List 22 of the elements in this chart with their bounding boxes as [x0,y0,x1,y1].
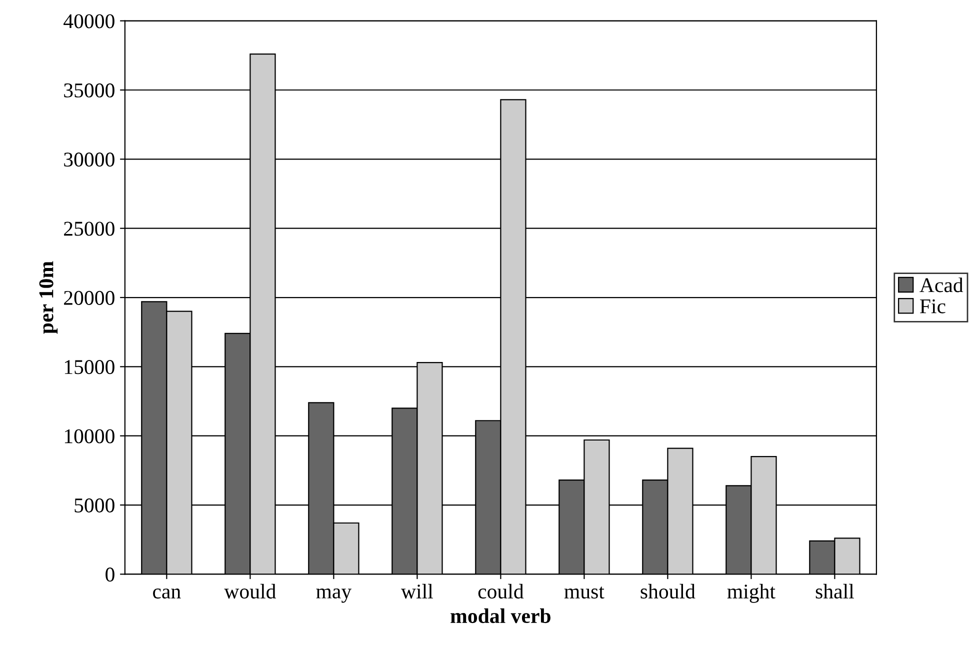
x-tick-label: might [727,584,776,603]
x-tick-label: should [640,584,696,599]
x-axis-title: modal verb [450,608,550,624]
y-tick-label: 5000 [74,498,114,512]
x-tick-label: would [224,584,276,599]
y-tick-label: 35000 [64,83,114,98]
y-tick-label: 15000 [64,360,114,374]
x-tick-label: will [401,584,433,599]
y-tick-label: 20000 [64,290,114,305]
y-tick-label: 40000 [64,14,114,28]
y-tick-label: 30000 [64,152,114,167]
x-tick-label: must [564,586,604,599]
x-tick-label: shall [816,584,854,599]
x-tick-label: may [316,588,352,603]
x-tick-label: could [478,584,524,599]
legend-label: Acad [920,278,964,292]
legend-label: Fic [920,299,946,314]
y-tick-label: 25000 [64,222,114,236]
x-tick-label: can [153,588,181,599]
y-axis-title: per 10m [39,261,58,334]
y-tick-label: 10000 [64,429,114,444]
y-tick-label: 0 [106,568,114,582]
